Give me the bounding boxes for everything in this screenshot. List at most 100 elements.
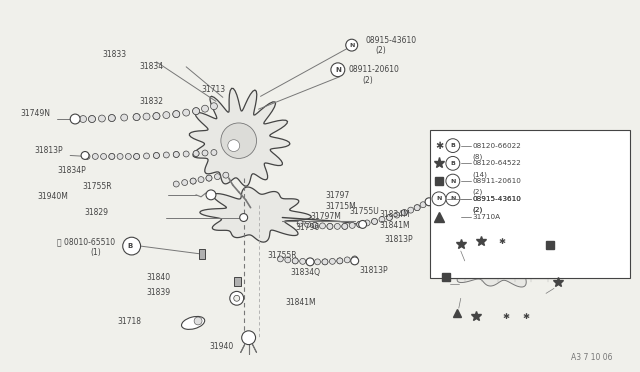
Text: (2): (2) [473, 207, 483, 213]
Text: 31710A: 31710A [473, 214, 500, 219]
Text: B: B [127, 243, 132, 249]
Circle shape [70, 114, 80, 124]
Circle shape [108, 115, 115, 122]
Circle shape [117, 154, 123, 160]
Circle shape [163, 152, 170, 158]
Circle shape [154, 153, 159, 158]
Circle shape [182, 180, 188, 186]
Circle shape [153, 113, 160, 119]
Text: 08915-43610: 08915-43610 [473, 196, 522, 202]
Circle shape [344, 257, 350, 263]
Circle shape [352, 256, 358, 262]
Polygon shape [189, 88, 290, 186]
Circle shape [327, 224, 333, 230]
Circle shape [337, 258, 343, 264]
Circle shape [109, 154, 115, 160]
Text: ✱: ✱ [503, 311, 510, 321]
Text: 31940: 31940 [209, 342, 233, 351]
Circle shape [446, 139, 460, 153]
Circle shape [408, 207, 413, 213]
Circle shape [297, 221, 303, 227]
Text: 31797: 31797 [325, 191, 349, 201]
Circle shape [292, 258, 298, 264]
Text: 31841M: 31841M [285, 298, 316, 307]
Circle shape [307, 259, 313, 265]
Circle shape [319, 223, 326, 229]
Circle shape [356, 221, 363, 227]
Text: 31833: 31833 [102, 51, 126, 60]
Text: 31718: 31718 [118, 317, 142, 327]
Circle shape [211, 150, 217, 155]
Circle shape [202, 105, 209, 112]
Circle shape [230, 291, 244, 305]
Text: 31813P: 31813P [35, 146, 63, 155]
Circle shape [173, 110, 180, 118]
Circle shape [356, 221, 363, 227]
Circle shape [446, 174, 460, 188]
Text: ✱: ✱ [523, 311, 530, 321]
Circle shape [387, 215, 392, 221]
Text: (8): (8) [473, 154, 483, 160]
Text: 31755R: 31755R [82, 182, 112, 190]
Circle shape [446, 157, 460, 170]
Text: 31797M: 31797M [310, 212, 341, 221]
Circle shape [277, 256, 284, 262]
Text: (2): (2) [473, 189, 483, 195]
Circle shape [133, 113, 140, 121]
Circle shape [183, 151, 189, 157]
Circle shape [125, 154, 131, 160]
Circle shape [322, 259, 328, 265]
Text: B: B [451, 161, 455, 166]
Text: N: N [436, 196, 442, 201]
Text: 31715M: 31715M [325, 202, 356, 211]
Text: 31796: 31796 [295, 223, 319, 232]
Text: 31834M: 31834M [380, 210, 410, 219]
Text: 31755U: 31755U [349, 207, 380, 216]
Circle shape [401, 210, 407, 215]
Circle shape [92, 154, 99, 160]
Circle shape [154, 153, 159, 158]
Circle shape [420, 202, 426, 208]
Circle shape [214, 174, 220, 180]
Text: 31813P: 31813P [360, 266, 388, 275]
Circle shape [351, 257, 358, 265]
Circle shape [327, 224, 333, 230]
Circle shape [372, 218, 378, 224]
Circle shape [173, 110, 180, 118]
Circle shape [190, 178, 196, 184]
FancyBboxPatch shape [430, 130, 630, 278]
Circle shape [70, 116, 77, 122]
Circle shape [121, 114, 128, 121]
Circle shape [88, 116, 95, 122]
Circle shape [193, 151, 199, 157]
Text: 31840: 31840 [147, 273, 171, 282]
Circle shape [173, 151, 179, 157]
Circle shape [206, 175, 212, 181]
Ellipse shape [182, 317, 205, 329]
Text: 31940M: 31940M [38, 192, 68, 201]
Text: (2): (2) [473, 207, 483, 213]
Circle shape [163, 112, 170, 119]
Text: 31755R: 31755R [268, 251, 297, 260]
Circle shape [206, 190, 216, 200]
Text: (1): (1) [90, 248, 100, 257]
Circle shape [173, 151, 179, 157]
Circle shape [240, 214, 248, 221]
Text: N: N [450, 179, 456, 183]
Circle shape [143, 113, 150, 120]
Text: 31834P: 31834P [58, 166, 86, 175]
Text: N: N [349, 43, 355, 48]
Polygon shape [431, 217, 566, 287]
Circle shape [426, 199, 432, 205]
Circle shape [88, 116, 95, 122]
Circle shape [387, 215, 392, 221]
Text: A3 7 10 06: A3 7 10 06 [571, 353, 612, 362]
Circle shape [394, 212, 400, 218]
Bar [435, 177, 443, 185]
Circle shape [349, 222, 355, 228]
Circle shape [100, 154, 106, 160]
Circle shape [79, 116, 86, 122]
Circle shape [193, 151, 199, 157]
Circle shape [81, 151, 89, 160]
Circle shape [331, 63, 345, 77]
